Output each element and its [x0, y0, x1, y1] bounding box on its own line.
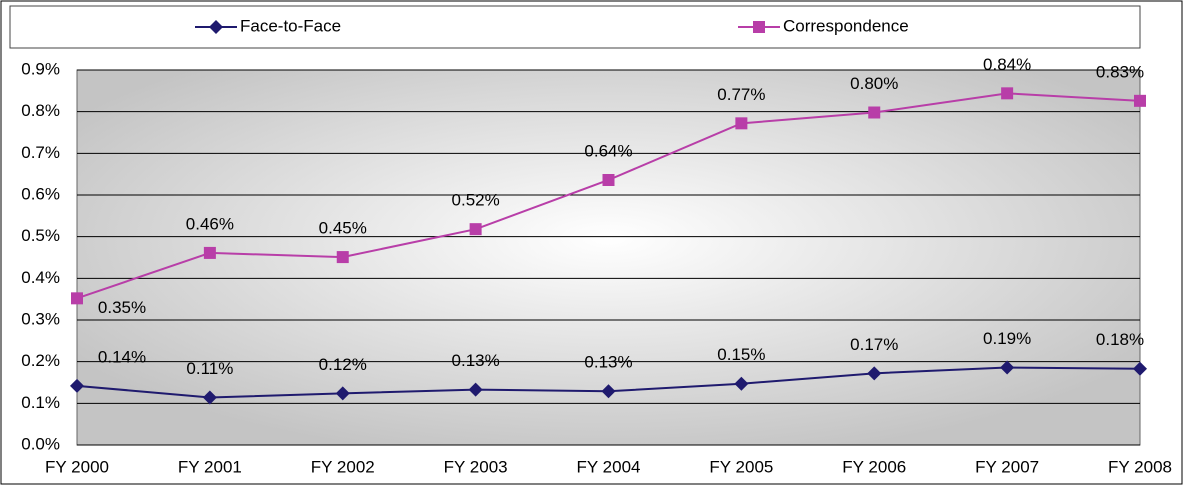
legend-box — [9, 5, 1141, 49]
y-tick-label: 0.2% — [21, 351, 60, 370]
marker — [203, 246, 216, 259]
data-label: 0.77% — [717, 85, 765, 104]
marker — [209, 20, 223, 34]
data-label: 0.19% — [983, 329, 1031, 348]
data-label: 0.18% — [1096, 330, 1144, 349]
marker — [868, 106, 881, 119]
marker — [469, 223, 482, 236]
x-tick-label: FY 2003 — [444, 457, 508, 476]
data-label: 0.80% — [850, 74, 898, 93]
x-tick-label: FY 2006 — [842, 457, 906, 476]
data-label: 0.14% — [98, 347, 146, 366]
marker — [753, 21, 765, 33]
marker — [202, 390, 217, 405]
legend-label: Correspondence — [783, 16, 909, 35]
marker — [70, 378, 84, 393]
data-label: 0.84% — [983, 55, 1031, 74]
data-label: 0.35% — [98, 298, 146, 317]
y-tick-label: 0.4% — [21, 268, 60, 287]
marker — [601, 384, 616, 399]
x-tick-label: FY 2002 — [311, 457, 375, 476]
y-tick-label: 0.3% — [21, 309, 60, 328]
y-tick-label: 0.5% — [21, 226, 60, 245]
plot-area — [76, 69, 1141, 446]
marker — [468, 382, 483, 397]
marker — [1133, 361, 1147, 376]
x-tick-label: FY 2001 — [178, 457, 242, 476]
marker — [336, 251, 349, 264]
y-tick-label: 0.9% — [21, 59, 60, 78]
x-tick-label: FY 2007 — [975, 457, 1039, 476]
data-label: 0.12% — [319, 355, 367, 374]
legend-label: Face-to-Face — [240, 16, 341, 35]
data-label: 0.13% — [452, 351, 500, 370]
x-tick-label: FY 2005 — [709, 457, 773, 476]
y-tick-label: 0.7% — [21, 143, 60, 162]
y-tick-label: 0.8% — [21, 101, 60, 120]
marker — [71, 292, 83, 305]
marker — [602, 174, 615, 186]
data-label: 0.17% — [850, 335, 898, 354]
x-tick-label: FY 2000 — [45, 457, 109, 476]
marker — [335, 386, 350, 401]
data-label: 0.46% — [186, 214, 234, 233]
marker — [867, 366, 882, 381]
data-label: 0.64% — [584, 141, 632, 160]
marker — [1134, 94, 1146, 107]
y-tick-label: 0.6% — [21, 184, 60, 203]
x-tick-label: FY 2008 — [1108, 457, 1172, 476]
data-label: 0.83% — [1096, 62, 1144, 81]
x-tick-label: FY 2004 — [577, 457, 641, 476]
y-tick-label: 0.1% — [21, 393, 60, 412]
data-label: 0.52% — [452, 191, 500, 210]
data-label: 0.11% — [186, 359, 233, 378]
data-label: 0.13% — [584, 353, 632, 372]
data-label: 0.45% — [319, 219, 367, 238]
data-label: 0.15% — [717, 345, 765, 364]
marker — [1000, 360, 1015, 375]
marker — [734, 376, 749, 391]
y-tick-label: 0.0% — [21, 434, 60, 453]
marker — [1001, 87, 1014, 100]
marker — [735, 117, 748, 130]
